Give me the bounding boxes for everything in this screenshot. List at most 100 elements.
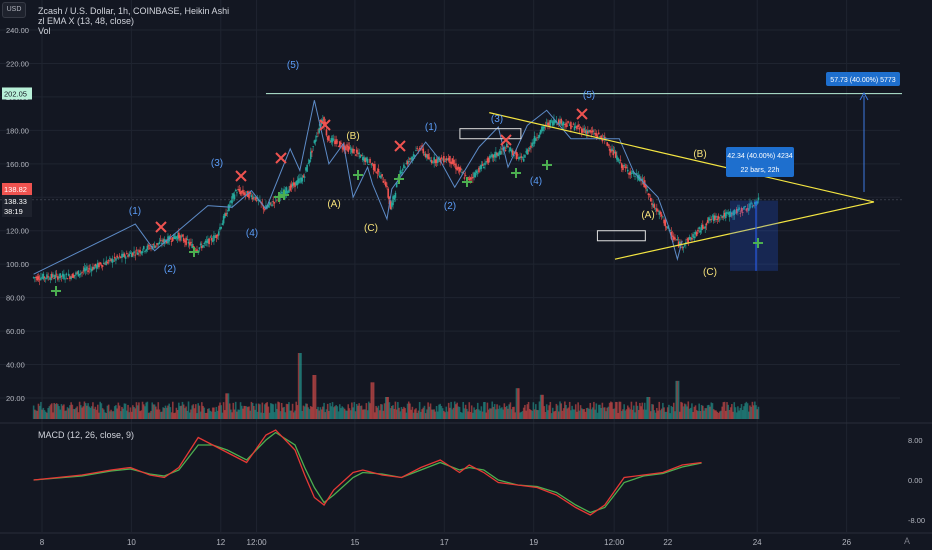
volume-bar bbox=[479, 410, 481, 419]
sell-marker bbox=[155, 221, 167, 233]
candle bbox=[61, 273, 64, 277]
volume-bar bbox=[525, 410, 527, 419]
volume-bar bbox=[92, 402, 94, 419]
volume-bar bbox=[452, 407, 455, 419]
candle bbox=[438, 156, 440, 159]
candle bbox=[434, 159, 437, 164]
volume-bar bbox=[663, 407, 665, 419]
candle bbox=[426, 154, 428, 158]
volume-bar bbox=[439, 403, 442, 419]
candle bbox=[612, 150, 615, 156]
volume-bar bbox=[405, 412, 408, 419]
volume-bar bbox=[199, 411, 202, 419]
wave-label: (4) bbox=[246, 228, 258, 239]
candle bbox=[694, 231, 697, 235]
volume-bar bbox=[674, 411, 676, 419]
indicator-ema-label[interactable]: zl EMA X (13, 48, close) bbox=[38, 16, 135, 26]
volume-bar bbox=[268, 412, 271, 419]
volume-bar bbox=[113, 406, 116, 419]
volume-bar bbox=[370, 382, 373, 419]
buy-signals bbox=[51, 160, 763, 296]
candle bbox=[236, 192, 238, 194]
candle bbox=[237, 189, 239, 190]
buy-marker bbox=[189, 247, 199, 257]
candle bbox=[682, 246, 685, 249]
symbol-title[interactable]: Zcash / U.S. Dollar, 1h, COINBASE, Heiki… bbox=[38, 6, 230, 16]
volume-bar bbox=[280, 402, 283, 419]
candle bbox=[457, 166, 460, 170]
volume-bar bbox=[353, 402, 356, 419]
candle bbox=[683, 244, 686, 246]
candle bbox=[89, 268, 92, 270]
candle bbox=[749, 203, 751, 209]
volume-bar bbox=[445, 406, 448, 419]
volume-bar bbox=[681, 402, 684, 419]
candle bbox=[182, 237, 185, 242]
volume-bar bbox=[591, 407, 594, 419]
candle bbox=[423, 154, 426, 155]
candle bbox=[81, 271, 83, 273]
volume-bar bbox=[128, 412, 131, 419]
candle bbox=[565, 122, 567, 128]
volume-bar bbox=[721, 406, 723, 419]
candle bbox=[225, 212, 227, 216]
candle bbox=[162, 239, 164, 243]
measure-label-box bbox=[726, 147, 794, 177]
candle bbox=[531, 142, 533, 147]
candle bbox=[522, 158, 525, 162]
volume-bar bbox=[683, 403, 686, 419]
candle bbox=[571, 126, 573, 128]
candle bbox=[232, 193, 235, 198]
candle bbox=[710, 218, 713, 220]
candle bbox=[716, 218, 719, 220]
volume-bar bbox=[671, 407, 674, 419]
candle bbox=[566, 125, 569, 127]
volume-bar bbox=[255, 403, 258, 419]
candle bbox=[560, 119, 563, 124]
volume-bar bbox=[416, 412, 419, 419]
volume-bar bbox=[535, 404, 537, 419]
volume-bar bbox=[150, 410, 152, 419]
volume-bar bbox=[417, 410, 420, 419]
volume-bar bbox=[284, 412, 287, 419]
volume-bar bbox=[605, 411, 607, 419]
volume-bar bbox=[343, 408, 346, 419]
buy-marker bbox=[51, 286, 61, 296]
volume-bar bbox=[570, 410, 572, 419]
macd-legend[interactable]: MACD (12, 26, close, 9) bbox=[38, 430, 135, 440]
volume-bar bbox=[300, 353, 302, 419]
volume-bar bbox=[584, 411, 587, 419]
candle bbox=[395, 182, 398, 188]
candle bbox=[263, 209, 266, 211]
volume-bar bbox=[210, 411, 213, 419]
candle bbox=[429, 160, 432, 162]
volume-bar bbox=[101, 408, 104, 419]
volume-bar bbox=[524, 404, 526, 419]
volume-bar bbox=[582, 409, 584, 419]
candle bbox=[349, 148, 352, 150]
macd-tick-label: 0.00 bbox=[908, 476, 923, 485]
volume-bar bbox=[76, 406, 79, 419]
candle bbox=[222, 215, 225, 224]
volume-bar bbox=[230, 409, 232, 419]
volume-bar bbox=[656, 407, 658, 419]
candle bbox=[36, 276, 39, 281]
volume-bar bbox=[336, 406, 339, 419]
volume-bar bbox=[47, 407, 49, 419]
volume-bar bbox=[277, 401, 279, 419]
indicator-volume-label[interactable]: Vol bbox=[38, 26, 51, 36]
candle bbox=[606, 142, 609, 146]
volume-bar bbox=[43, 410, 46, 419]
volume-bar bbox=[382, 410, 385, 419]
buy-marker bbox=[394, 174, 404, 184]
candle bbox=[618, 161, 621, 163]
volume-bar bbox=[58, 406, 60, 419]
auto-scale-button[interactable]: A bbox=[903, 536, 910, 546]
volume-bar bbox=[384, 397, 387, 419]
volume-bar bbox=[489, 408, 491, 419]
candle bbox=[110, 258, 112, 262]
currency-button[interactable]: USD bbox=[2, 2, 26, 18]
candle bbox=[338, 141, 341, 148]
volume-bar bbox=[251, 402, 254, 419]
